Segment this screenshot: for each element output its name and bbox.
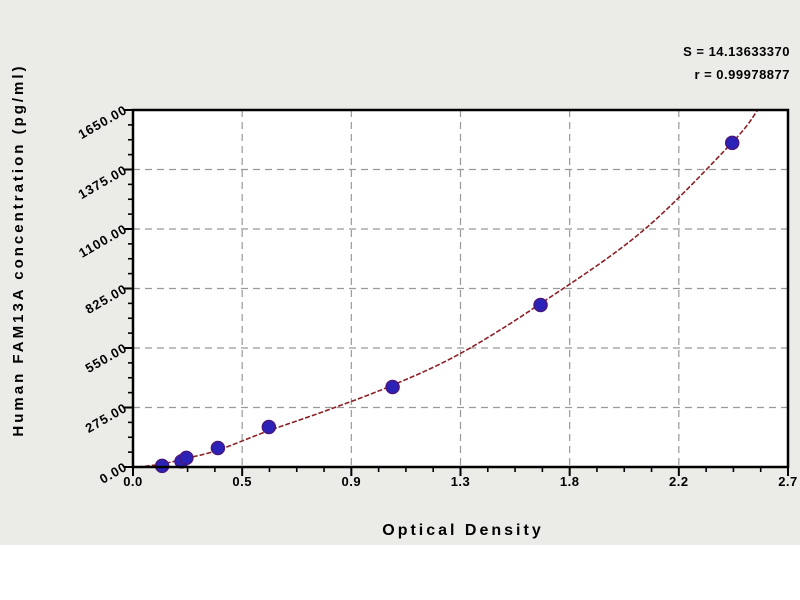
data-point bbox=[261, 419, 277, 435]
data-point bbox=[210, 440, 226, 456]
x-axis-title: Optical Density bbox=[382, 522, 544, 539]
x-tick-label: 0.0 bbox=[123, 474, 143, 489]
plot-frame bbox=[131, 108, 790, 469]
data-point bbox=[533, 297, 548, 313]
x-tick-label: 0.9 bbox=[341, 474, 362, 489]
x-tick-label: 1.3 bbox=[450, 474, 471, 489]
x-tick-label: 2.2 bbox=[669, 474, 689, 489]
x-tick-label: 1.8 bbox=[559, 474, 580, 489]
data-point bbox=[385, 379, 400, 395]
s-value-label: S = 14.13633370 bbox=[683, 44, 790, 59]
data-point bbox=[724, 135, 740, 151]
data-point bbox=[179, 450, 194, 466]
x-tick-label: 0.5 bbox=[232, 474, 252, 489]
regression-stats: S = 14.13633370 r = 0.99978877 bbox=[683, 40, 790, 86]
x-tick-label: 2.7 bbox=[778, 474, 798, 489]
y-axis-title: Human FAM13A concentration (pg/ml) bbox=[10, 63, 27, 437]
r-value-label: r = 0.99978877 bbox=[694, 67, 790, 82]
